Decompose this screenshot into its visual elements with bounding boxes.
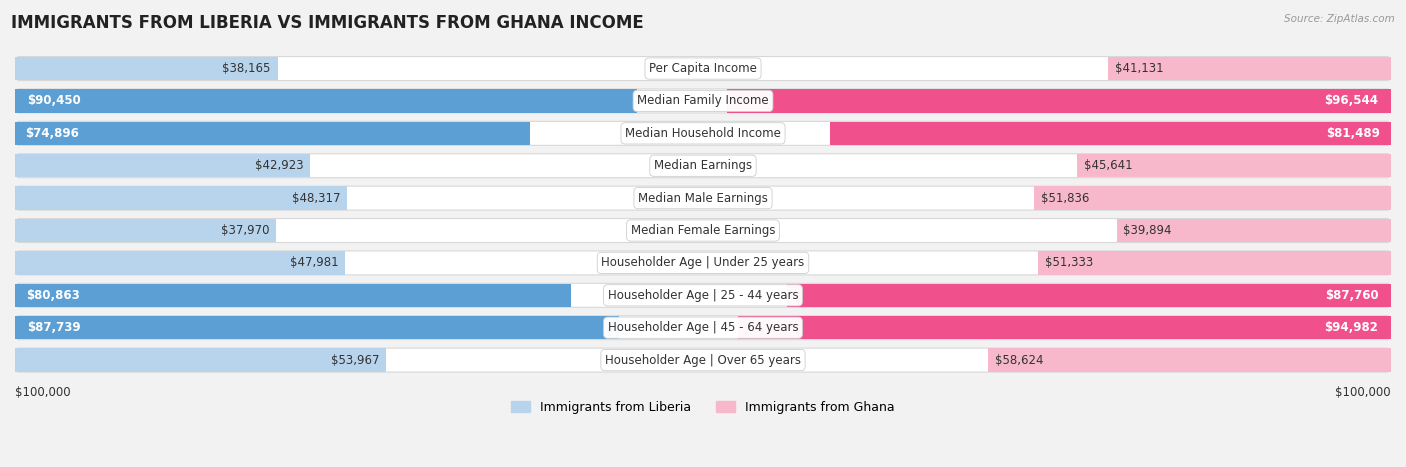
Text: Per Capita Income: Per Capita Income xyxy=(650,62,756,75)
Text: $42,923: $42,923 xyxy=(254,159,304,172)
Bar xyxy=(1077,154,1391,177)
FancyBboxPatch shape xyxy=(18,251,1388,275)
Bar xyxy=(15,219,276,242)
Bar xyxy=(15,186,347,210)
Text: $87,739: $87,739 xyxy=(27,321,80,334)
Text: $90,450: $90,450 xyxy=(28,94,82,107)
Text: IMMIGRANTS FROM LIBERIA VS IMMIGRANTS FROM GHANA INCOME: IMMIGRANTS FROM LIBERIA VS IMMIGRANTS FR… xyxy=(11,14,644,32)
Bar xyxy=(15,283,571,307)
Text: Householder Age | 25 - 44 years: Householder Age | 25 - 44 years xyxy=(607,289,799,302)
Text: $80,863: $80,863 xyxy=(27,289,80,302)
Bar xyxy=(15,348,387,372)
Bar xyxy=(787,283,1391,307)
Text: Median Household Income: Median Household Income xyxy=(626,127,780,140)
Text: $94,982: $94,982 xyxy=(1324,321,1378,334)
Text: Median Female Earnings: Median Female Earnings xyxy=(631,224,775,237)
Bar xyxy=(15,316,619,340)
FancyBboxPatch shape xyxy=(18,57,1388,80)
FancyBboxPatch shape xyxy=(18,89,1388,113)
FancyBboxPatch shape xyxy=(18,121,1388,145)
Text: Householder Age | Under 25 years: Householder Age | Under 25 years xyxy=(602,256,804,269)
Text: $37,970: $37,970 xyxy=(221,224,270,237)
FancyBboxPatch shape xyxy=(18,348,1388,372)
FancyBboxPatch shape xyxy=(18,154,1388,178)
Text: Median Male Earnings: Median Male Earnings xyxy=(638,191,768,205)
Text: Householder Age | 45 - 64 years: Householder Age | 45 - 64 years xyxy=(607,321,799,334)
Text: $58,624: $58,624 xyxy=(994,354,1043,367)
Text: Source: ZipAtlas.com: Source: ZipAtlas.com xyxy=(1284,14,1395,24)
Text: $81,489: $81,489 xyxy=(1326,127,1379,140)
Text: $51,836: $51,836 xyxy=(1042,191,1090,205)
Text: Householder Age | Over 65 years: Householder Age | Over 65 years xyxy=(605,354,801,367)
Bar xyxy=(15,57,277,80)
Text: $100,000: $100,000 xyxy=(15,386,70,399)
Bar xyxy=(738,316,1391,340)
Bar xyxy=(727,89,1391,113)
Text: $39,894: $39,894 xyxy=(1123,224,1173,237)
Text: Median Family Income: Median Family Income xyxy=(637,94,769,107)
Text: $45,641: $45,641 xyxy=(1084,159,1132,172)
Legend: Immigrants from Liberia, Immigrants from Ghana: Immigrants from Liberia, Immigrants from… xyxy=(506,396,900,418)
Text: $100,000: $100,000 xyxy=(1336,386,1391,399)
Text: $74,896: $74,896 xyxy=(25,127,79,140)
Text: $38,165: $38,165 xyxy=(222,62,271,75)
Text: $41,131: $41,131 xyxy=(1115,62,1164,75)
Bar xyxy=(15,154,311,177)
Bar xyxy=(831,122,1391,145)
Bar xyxy=(987,348,1391,372)
Bar xyxy=(15,251,344,275)
FancyBboxPatch shape xyxy=(18,186,1388,210)
Text: $87,760: $87,760 xyxy=(1326,289,1379,302)
Bar xyxy=(1038,251,1391,275)
Bar xyxy=(1116,219,1391,242)
Text: $51,333: $51,333 xyxy=(1045,256,1092,269)
Text: $47,981: $47,981 xyxy=(290,256,339,269)
Bar xyxy=(1108,57,1391,80)
Text: $48,317: $48,317 xyxy=(292,191,340,205)
FancyBboxPatch shape xyxy=(18,283,1388,307)
Bar xyxy=(15,89,637,113)
Text: $96,544: $96,544 xyxy=(1323,94,1378,107)
FancyBboxPatch shape xyxy=(18,219,1388,242)
FancyBboxPatch shape xyxy=(18,316,1388,340)
Text: Median Earnings: Median Earnings xyxy=(654,159,752,172)
Bar xyxy=(1035,186,1391,210)
Bar xyxy=(15,122,530,145)
Text: $53,967: $53,967 xyxy=(330,354,380,367)
